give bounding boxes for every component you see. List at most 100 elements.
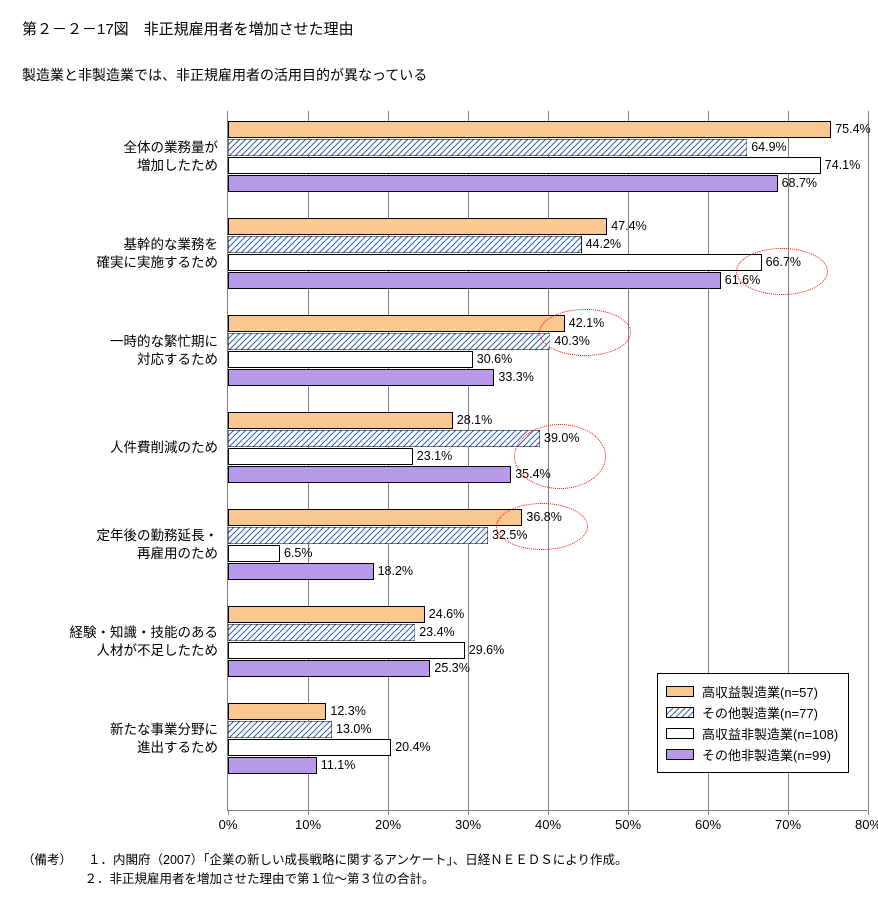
value-label: 44.2%	[586, 237, 621, 251]
bar	[228, 430, 540, 447]
x-tick-mark	[548, 810, 549, 815]
value-label: 66.7%	[766, 255, 801, 269]
legend-row: 高収益非製造業(n=108)	[666, 724, 838, 743]
legend-row: その他非製造業(n=99)	[666, 745, 838, 764]
legend-label: 高収益製造業(n=57)	[702, 682, 818, 701]
bar	[228, 660, 430, 677]
bar	[228, 739, 391, 756]
value-label: 75.4%	[835, 122, 870, 136]
x-tick-label: 70%	[775, 817, 801, 832]
x-tick-label: 0%	[219, 817, 238, 832]
value-label: 39.0%	[544, 431, 579, 445]
value-label: 13.0%	[336, 722, 371, 736]
footnotes: （備考） １．内閣府（2007）「企業の新しい成長戦略に関するアンケート」、日経…	[22, 851, 856, 889]
legend-row: その他製造業(n=77)	[666, 703, 838, 722]
value-label: 11.1%	[321, 758, 356, 772]
bar	[228, 218, 607, 235]
value-label: 12.3%	[330, 704, 365, 718]
bar	[228, 157, 821, 174]
figure-subtitle: 製造業と非製造業では、非正規雇用者の活用目的が異なっている	[22, 65, 856, 85]
value-label: 33.3%	[498, 370, 533, 384]
bar	[228, 563, 374, 580]
x-tick-mark	[468, 810, 469, 815]
value-label: 61.6%	[725, 273, 760, 287]
bar	[228, 139, 747, 156]
bar	[228, 606, 425, 623]
x-tick-mark	[868, 810, 869, 815]
value-label: 64.9%	[751, 140, 786, 154]
chart: 0%10%20%30%40%50%60%70%80%全体の業務量が 増加したため…	[227, 111, 867, 811]
bar	[228, 333, 550, 350]
x-tick-label: 80%	[855, 817, 878, 832]
category-label: 定年後の勤務延長・ 再雇用のため	[18, 526, 218, 562]
footnote-line: ２．非正規雇用者を増加させた理由で第１位～第３位の合計。	[85, 872, 435, 886]
x-tick-label: 20%	[375, 817, 401, 832]
legend-swatch	[666, 686, 694, 697]
footnote-label: （備考）	[22, 853, 72, 867]
value-label: 23.4%	[419, 625, 454, 639]
value-label: 30.6%	[477, 352, 512, 366]
value-label: 68.7%	[782, 176, 817, 190]
bar	[228, 121, 831, 138]
bar-group: 人件費削減のため28.1%39.0%23.1%35.4%	[228, 412, 867, 483]
value-label: 20.4%	[395, 740, 430, 754]
bar	[228, 545, 280, 562]
x-tick-label: 10%	[295, 817, 321, 832]
x-tick-mark	[628, 810, 629, 815]
category-label: 全体の業務量が 増加したため	[18, 138, 218, 174]
bar	[228, 757, 317, 774]
bar	[228, 448, 413, 465]
legend-label: その他製造業(n=77)	[702, 703, 818, 722]
legend-swatch	[666, 749, 694, 760]
bar	[228, 254, 762, 271]
bar	[228, 412, 453, 429]
x-tick-mark	[228, 810, 229, 815]
bar	[228, 272, 721, 289]
category-label: 一時的な繁忙期に 対応するため	[18, 332, 218, 368]
gridline	[868, 111, 869, 810]
bar	[228, 175, 778, 192]
legend-label: その他非製造業(n=99)	[702, 745, 831, 764]
x-tick-mark	[708, 810, 709, 815]
bar	[228, 351, 473, 368]
bar	[228, 527, 488, 544]
x-tick-mark	[788, 810, 789, 815]
bar-group: 基幹的な業務を 確実に実施するため47.4%44.2%66.7%61.6%	[228, 218, 867, 289]
bar-group: 全体の業務量が 増加したため75.4%64.9%74.1%68.7%	[228, 121, 867, 192]
x-tick-mark	[388, 810, 389, 815]
value-label: 35.4%	[515, 467, 550, 481]
figure-title: 第２－２－17図 非正規雇用者を増加させた理由	[22, 18, 856, 39]
legend-label: 高収益非製造業(n=108)	[702, 724, 838, 743]
value-label: 74.1%	[825, 158, 860, 172]
legend: 高収益製造業(n=57) その他製造業(n=77) 高収益非製造業(n=108) その…	[657, 673, 849, 773]
bar	[228, 315, 565, 332]
bar	[228, 703, 326, 720]
category-label: 基幹的な業務を 確実に実施するため	[18, 235, 218, 271]
value-label: 47.4%	[611, 219, 646, 233]
value-label: 18.2%	[378, 564, 413, 578]
category-label: 経験・知識・技能のある 人材が不足したため	[18, 623, 218, 659]
value-label: 28.1%	[457, 413, 492, 427]
bar	[228, 466, 511, 483]
bar	[228, 369, 494, 386]
bar	[228, 509, 522, 526]
category-label: 新たな事業分野に 進出するため	[18, 720, 218, 756]
bar-group: 経験・知識・技能のある 人材が不足したため24.6%23.4%29.6%25.3…	[228, 606, 867, 677]
value-label: 23.1%	[417, 449, 452, 463]
bar	[228, 642, 465, 659]
value-label: 36.8%	[526, 510, 561, 524]
legend-swatch	[666, 728, 694, 739]
legend-row: 高収益製造業(n=57)	[666, 682, 838, 701]
value-label: 40.3%	[554, 334, 589, 348]
x-tick-label: 50%	[615, 817, 641, 832]
bar	[228, 624, 415, 641]
bar-group: 一時的な繁忙期に 対応するため42.1%40.3%30.6%33.3%	[228, 315, 867, 386]
value-label: 42.1%	[569, 316, 604, 330]
category-label: 人件費削減のため	[18, 438, 218, 456]
value-label: 32.5%	[492, 528, 527, 542]
bar	[228, 721, 332, 738]
bar-group: 定年後の勤務延長・ 再雇用のため36.8%32.5%6.5%18.2%	[228, 509, 867, 580]
bar	[228, 236, 582, 253]
value-label: 25.3%	[434, 661, 469, 675]
x-tick-label: 40%	[535, 817, 561, 832]
